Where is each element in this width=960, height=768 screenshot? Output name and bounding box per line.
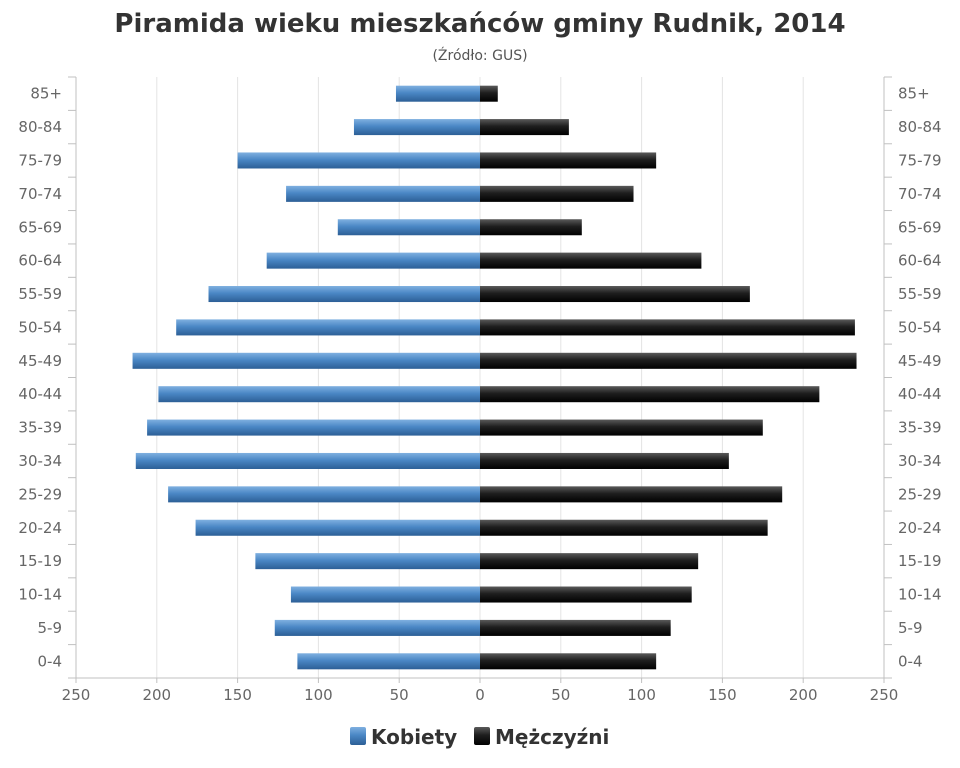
category-labels: 85+ 85+ 80-84 80-84 75-79 75-79 70-74 70-74 65-6… [18,85,941,671]
category-label-left: 85+ [30,85,62,103]
category-label-right: 70-74 [898,185,942,203]
category-label-left: 35-39 [18,419,62,437]
bar-mezczyzni[interactable] [480,553,699,570]
category-label-left: 0-4 [38,652,63,670]
x-tick-label: 50 [551,686,570,704]
legend-swatch-kobiety [350,727,366,745]
bar-kobiety[interactable] [195,519,481,536]
category-label-right: 15-19 [898,552,942,570]
category-label-left: 75-79 [18,151,62,169]
category-label-right: 50-54 [898,318,942,336]
category-label-left: 45-49 [18,352,62,370]
category-label-left: 70-74 [18,185,62,203]
category-label-left: 15-19 [18,552,62,570]
bar-mezczyzni[interactable] [480,653,657,670]
x-tick-label: 0 [475,686,485,704]
category-label-left: 65-69 [18,218,62,236]
bar-mezczyzni[interactable] [480,386,820,403]
bar-mezczyzni[interactable] [480,219,582,236]
x-tick-label: 100 [304,686,333,704]
category-label-left: 30-34 [18,452,62,470]
bar-kobiety[interactable] [255,553,480,570]
category-label-right: 20-24 [898,519,942,537]
bar-kobiety[interactable] [237,152,480,169]
bar-kobiety[interactable] [147,419,480,436]
category-label-right: 5-9 [898,619,923,637]
legend-item-kobiety[interactable]: Kobiety [350,725,457,749]
bar-kobiety[interactable] [297,653,480,670]
category-label-right: 60-64 [898,252,942,270]
category-label-right: 75-79 [898,151,942,169]
bar-mezczyzni[interactable] [480,619,671,636]
category-label-right: 30-34 [898,452,942,470]
bar-kobiety[interactable] [337,219,480,236]
category-label-right: 0-4 [898,652,923,670]
category-label-right: 35-39 [898,419,942,437]
bar-kobiety[interactable] [290,586,480,603]
bar-kobiety[interactable] [168,486,480,503]
bar-mezczyzni[interactable] [480,152,657,169]
category-label-right: 85+ [898,85,930,103]
category-label-left: 80-84 [18,118,62,136]
x-tick-label: 250 [62,686,91,704]
x-tick-label: 200 [142,686,171,704]
x-tick-label: 50 [390,686,409,704]
x-tick-label: 250 [870,686,899,704]
bar-mezczyzni[interactable] [480,452,729,469]
bar-mezczyzni[interactable] [480,319,855,336]
bar-mezczyzni[interactable] [480,252,702,269]
bar-mezczyzni[interactable] [480,519,768,536]
bar-mezczyzni[interactable] [480,286,750,303]
chart-subtitle: (Źródło: GUS) [432,46,527,64]
bar-kobiety[interactable] [395,85,480,102]
bar-mezczyzni[interactable] [480,352,857,369]
bar-mezczyzni[interactable] [480,119,569,136]
bar-kobiety[interactable] [132,352,480,369]
x-tick-label: 150 [223,686,252,704]
category-label-right: 10-14 [898,586,942,604]
bar-kobiety[interactable] [176,319,480,336]
chart-title: Piramida wieku mieszkańców gminy Rudnik,… [114,9,845,39]
legend-label-mezczyzni: Mężczyźni [495,725,609,749]
category-label-right: 40-44 [898,385,942,403]
legend-item-mezczyzni[interactable]: Mężczyźni [474,725,609,749]
category-label-right: 55-59 [898,285,942,303]
category-label-left: 55-59 [18,285,62,303]
bar-mezczyzni[interactable] [480,419,763,436]
bars [132,85,857,670]
x-tick-label: 100 [627,686,656,704]
category-label-left: 60-64 [18,252,62,270]
bar-mezczyzni[interactable] [480,85,498,102]
bar-kobiety[interactable] [353,119,480,136]
legend-label-kobiety: Kobiety [371,725,457,749]
axes [68,76,892,683]
category-label-left: 50-54 [18,318,62,336]
category-label-left: 20-24 [18,519,62,537]
bar-mezczyzni[interactable] [480,486,783,503]
legend-swatch-mezczyzni [474,727,490,745]
category-label-right: 25-29 [898,485,942,503]
bar-kobiety[interactable] [274,619,480,636]
bar-mezczyzni[interactable] [480,185,634,202]
bar-kobiety[interactable] [135,452,481,469]
category-label-right: 65-69 [898,218,942,236]
category-label-left: 10-14 [18,586,62,604]
x-tick-labels: 250 200 150 100 50 0 50 100 150 200 250 [62,686,899,704]
bar-kobiety[interactable] [208,286,480,303]
category-label-left: 25-29 [18,485,62,503]
category-label-right: 45-49 [898,352,942,370]
category-label-left: 5-9 [38,619,63,637]
bar-kobiety[interactable] [158,386,480,403]
legend[interactable]: Kobiety Mężczyźni [350,725,609,749]
category-label-left: 40-44 [18,385,62,403]
category-label-right: 80-84 [898,118,942,136]
x-tick-label: 200 [789,686,818,704]
bar-kobiety[interactable] [266,252,480,269]
bar-mezczyzni[interactable] [480,586,692,603]
x-tick-label: 150 [708,686,737,704]
bar-kobiety[interactable] [286,185,480,202]
gridlines [156,77,804,678]
